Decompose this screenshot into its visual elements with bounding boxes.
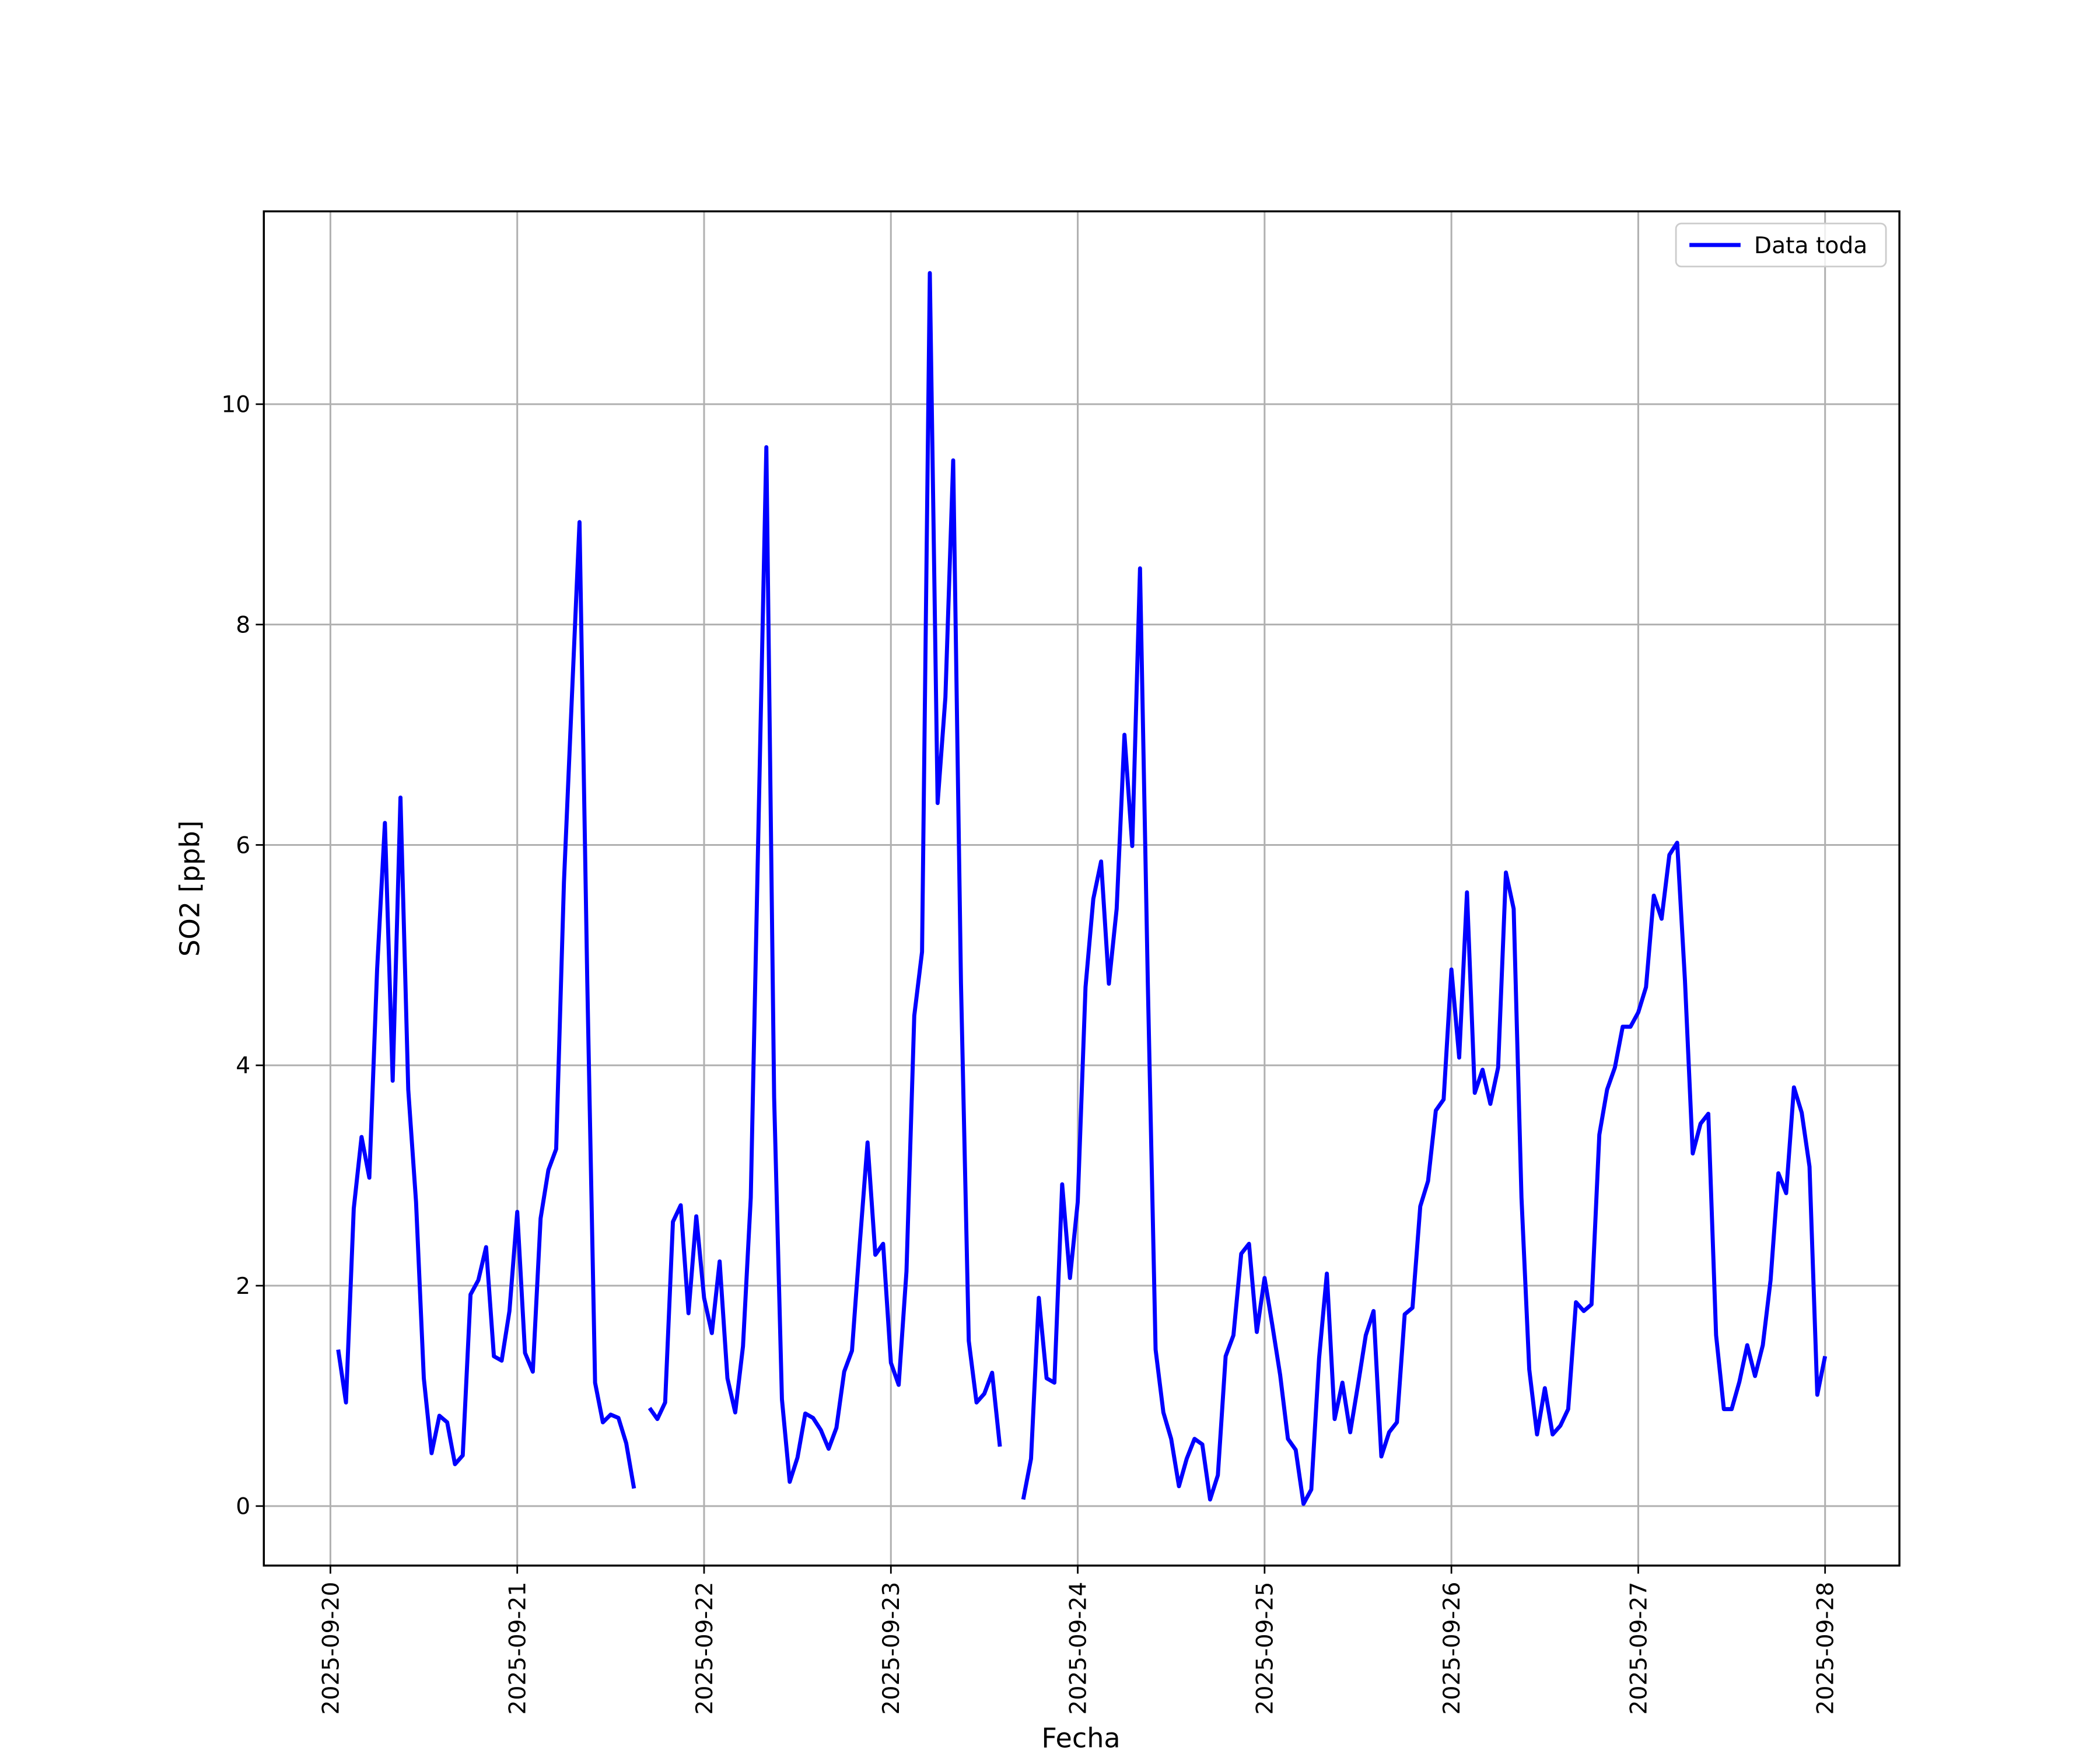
x-tick-label: 2025-09-27 <box>1626 1582 1652 1715</box>
y-tick-label: 0 <box>236 1494 250 1520</box>
x-tick-label: 2025-09-23 <box>878 1582 905 1715</box>
x-tick-label: 2025-09-20 <box>318 1582 344 1715</box>
y-tick-label: 10 <box>221 392 250 418</box>
x-tick-label: 2025-09-25 <box>1252 1582 1279 1715</box>
legend-frame <box>1675 222 1887 268</box>
y-tick-label: 4 <box>236 1053 250 1079</box>
x-tick-label: 2025-09-22 <box>692 1582 718 1715</box>
y-axis-label: SO2 [ppb] <box>174 820 206 957</box>
legend-label: Data toda <box>1754 233 1867 259</box>
x-tick-label: 2025-09-26 <box>1439 1582 1465 1715</box>
plot-frame <box>262 210 1901 1567</box>
x-axis-label: Fecha <box>1041 1722 1120 1750</box>
y-tick-label: 2 <box>236 1273 250 1300</box>
x-tick-label: 2025-09-24 <box>1065 1582 1091 1715</box>
y-tick-label: 8 <box>236 612 250 639</box>
x-tick-label: 2025-09-21 <box>505 1582 531 1715</box>
x-tick-label: 2025-09-28 <box>1813 1582 1839 1715</box>
y-tick-label: 6 <box>236 832 250 859</box>
data-line <box>336 271 1828 1506</box>
